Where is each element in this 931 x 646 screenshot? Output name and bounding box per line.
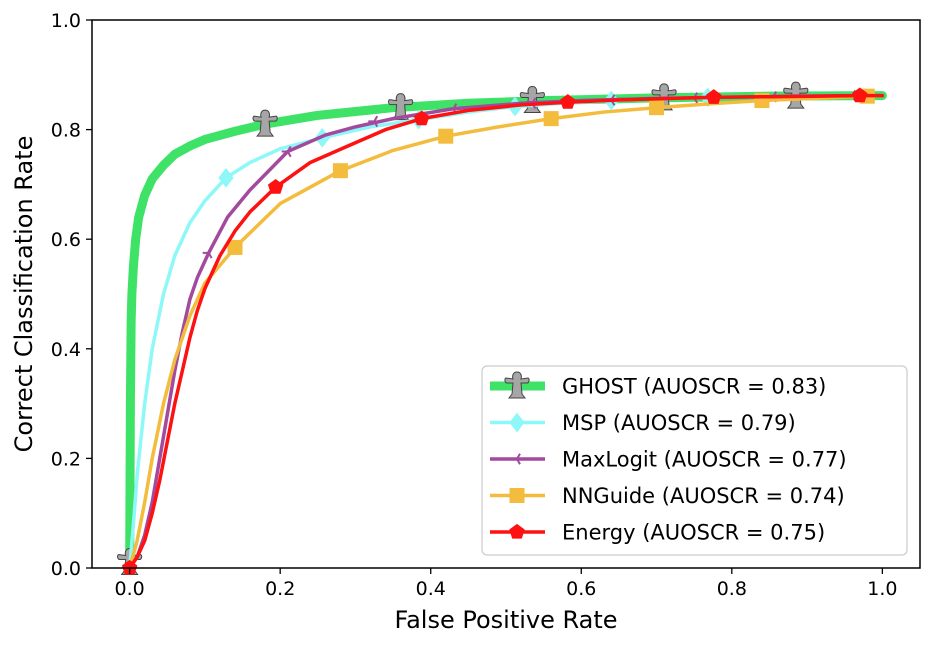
marker-shape [560, 94, 576, 109]
x-tick-label: 0.8 [717, 578, 747, 600]
marker-shape [511, 453, 521, 465]
legend: GHOST (AUOSCR = 0.83) MSP (AUOSCR = 0.79)… [481, 365, 908, 556]
legend-marker [509, 523, 525, 539]
x-tick-label: 0.2 [265, 578, 295, 600]
legend-box [481, 365, 908, 556]
marker-shape [438, 128, 454, 144]
x-tick-label: 0.6 [566, 578, 596, 600]
data-point [543, 111, 559, 127]
data-point [218, 168, 234, 188]
legend-marker [509, 412, 525, 433]
marker-shape [509, 412, 525, 433]
legend-label: GHOST (AUOSCR = 0.83) [562, 375, 826, 399]
marker-shape [267, 179, 284, 194]
data-point [706, 89, 722, 104]
data-point [332, 163, 348, 179]
data-point [252, 109, 278, 137]
legend-marker [509, 488, 525, 503]
legend-marker [504, 371, 530, 399]
marker-shape [252, 109, 278, 137]
x-tick-label: 0.0 [115, 578, 145, 600]
axes: 0.0 0.2 0.4 0.6 0.8 1.0 0.0 0.2 0.4 0.6 0.8 1.0 Fals… [10, 10, 921, 634]
legend-entry: MaxLogit (AUOSCR = 0.77) [490, 448, 847, 472]
legend-label: NNGuide (AUOSCR = 0.74) [562, 484, 845, 508]
marker-shape [519, 86, 545, 114]
marker-shape [332, 163, 348, 179]
series-4 [121, 87, 885, 575]
marker-shape [543, 111, 559, 127]
marker-shape [706, 89, 722, 104]
data-point [281, 145, 292, 158]
series-line [127, 93, 885, 570]
data-point [368, 115, 379, 128]
x-tick-label: 0.4 [416, 578, 446, 600]
data-point [267, 179, 284, 194]
marker-shape [202, 247, 213, 259]
marker-shape [281, 145, 292, 158]
x-axis-label: False Positive Rate [394, 606, 617, 634]
y-tick-label: 0.6 [51, 229, 81, 251]
marker-shape [504, 371, 530, 399]
data-point [413, 110, 430, 126]
y-tick-label: 0.8 [51, 120, 81, 142]
y-tick-label: 0.4 [51, 339, 81, 361]
data-point [649, 100, 665, 116]
legend-entry: GHOST (AUOSCR = 0.83) [490, 371, 826, 399]
y-axis-label: Correct Classification Rate [10, 136, 38, 453]
marker-shape [388, 93, 414, 121]
data-point [519, 86, 545, 114]
legend-label: MSP (AUOSCR = 0.79) [562, 411, 796, 435]
marker-shape [509, 488, 525, 503]
data-point [852, 87, 868, 103]
marker-shape [218, 168, 234, 188]
series-layer [117, 81, 887, 576]
series-line [125, 91, 887, 573]
x-tick-label: 1.0 [867, 578, 897, 600]
marker-shape [413, 110, 430, 126]
series-3 [127, 88, 885, 570]
marker-shape [852, 87, 868, 103]
legend-marker [511, 453, 521, 465]
y-tick-label: 0.0 [51, 558, 81, 580]
y-tick-label: 1.0 [51, 10, 81, 32]
marker-shape [368, 115, 379, 128]
legend-label: Energy (AUOSCR = 0.75) [562, 521, 825, 545]
legend-entry: MSP (AUOSCR = 0.79) [490, 411, 796, 435]
data-point [560, 94, 576, 109]
marker-shape [227, 239, 243, 255]
data-point [438, 128, 454, 144]
marker-shape [509, 523, 525, 539]
data-point [202, 247, 213, 259]
data-point [227, 239, 243, 255]
y-tick-label: 0.2 [51, 448, 81, 470]
plot-frame [91, 19, 921, 569]
data-point [388, 93, 414, 121]
legend-entry: Energy (AUOSCR = 0.75) [490, 521, 825, 545]
legend-label: MaxLogit (AUOSCR = 0.77) [562, 448, 847, 472]
marker-shape [649, 100, 665, 116]
legend-entry: NNGuide (AUOSCR = 0.74) [490, 484, 845, 508]
